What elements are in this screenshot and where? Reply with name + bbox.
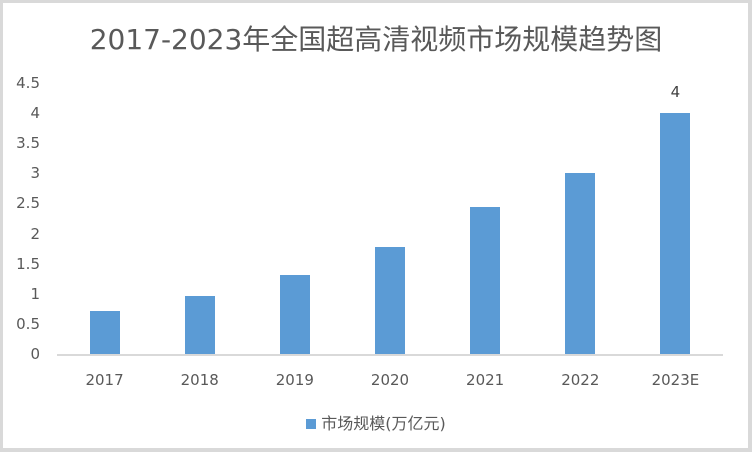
bar-2017 xyxy=(89,311,120,354)
y-tick-label: 2.5 xyxy=(16,194,40,213)
legend-label: 市场规模(万亿元) xyxy=(321,414,446,433)
chart-frame xyxy=(3,3,748,448)
x-tick-label: 2019 xyxy=(275,371,314,389)
bar-2019 xyxy=(279,275,310,354)
y-tick-label: 3.5 xyxy=(16,134,40,153)
bar-2021 xyxy=(470,207,501,354)
bar-2018 xyxy=(184,296,215,354)
legend-swatch xyxy=(306,418,317,429)
y-tick-label: 4.5 xyxy=(16,74,40,92)
x-tick-label: 2021 xyxy=(466,371,505,389)
y-tick-label: 3 xyxy=(30,164,40,183)
data-label: 4 xyxy=(670,83,681,102)
y-tick-label: 1 xyxy=(30,284,40,303)
x-axis-line xyxy=(57,354,723,356)
bar-2020 xyxy=(375,246,405,354)
y-tick-label: 0 xyxy=(30,345,40,363)
bar-2022 xyxy=(565,173,596,354)
y-tick-label: 2 xyxy=(30,224,40,243)
chart-title: 2017-2023年全国超高清视频市场规模趋势图 xyxy=(89,23,663,56)
legend: 市场规模(万亿元) xyxy=(0,410,752,434)
y-tick-label: 4 xyxy=(30,104,40,123)
x-tick-label: 2020 xyxy=(370,371,410,389)
x-tick-label: 2023E xyxy=(651,371,700,389)
y-tick-label: 0.5 xyxy=(16,314,40,333)
bar-2023E xyxy=(660,113,691,354)
x-tick-label: 2018 xyxy=(180,371,219,389)
y-tick-label: 1.5 xyxy=(16,254,40,273)
x-tick-label: 2022 xyxy=(561,371,600,389)
x-tick-label: 2017 xyxy=(85,371,124,389)
